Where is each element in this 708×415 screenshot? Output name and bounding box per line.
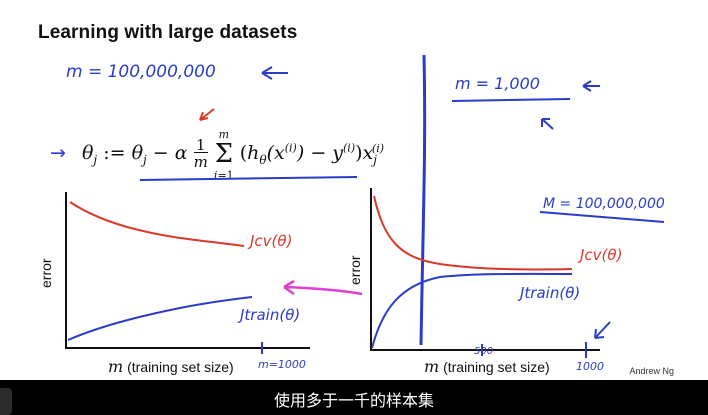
left-jtrain-label: Jtrain(θ): [240, 306, 301, 324]
right-jtrain-label: Jtrain(θ): [520, 284, 581, 302]
right-jcv-curve: [373, 195, 573, 271]
sum-pointer-arrow-icon: [199, 108, 215, 121]
subtitle-bar: [0, 380, 708, 415]
player-corner-tab[interactable]: [0, 388, 12, 415]
right-annotation-arrow-icon: [582, 80, 600, 92]
comparison-arrow-icon: [283, 279, 363, 296]
slide-title: Learning with large datasets: [38, 22, 298, 43]
left-plot-xlabel-text: (training set size): [127, 359, 234, 375]
left-plot-axes: [65, 192, 310, 349]
left-plot-xvar: m: [108, 357, 124, 376]
left-jcv-curve: [69, 201, 245, 247]
right-plot-x-mid-label: 500: [474, 346, 494, 357]
left-plot-x-end-label: m=1000: [258, 358, 306, 371]
left-jcv-label: Jcv(θ): [250, 232, 293, 250]
right-jtrain-curve: [371, 272, 573, 349]
right-plot-xlabel-text: (training set size): [443, 359, 550, 375]
equation-underline: [139, 176, 358, 181]
m1000-underline: [451, 98, 571, 102]
right-plot-x-end-label: 1000: [576, 360, 604, 373]
right-annotation-underline: [539, 211, 665, 223]
divider-line: [419, 54, 427, 346]
left-plot-xlabel: m (training set size): [108, 357, 234, 376]
right-plot-axes: [370, 188, 600, 351]
annotation-m-1000: m = 1,000: [455, 74, 540, 93]
right-plot-annotation: M = 100,000,000: [543, 196, 665, 212]
video-subtitle: 使用多于一千的样本集: [273, 391, 434, 410]
up-left-arrow-icon: [541, 118, 554, 130]
right-plot-ylabel: error: [347, 255, 363, 285]
left-jtrain-curve: [67, 296, 253, 341]
left-plot-ylabel: error: [38, 258, 54, 288]
right-plot-xvar: m: [424, 357, 440, 376]
right-plot-xlabel: m (training set size): [424, 357, 550, 376]
right-end-arrow-icon: [594, 321, 611, 339]
author-credit: Andrew Ng: [629, 366, 674, 376]
right-jcv-label: Jcv(θ): [580, 246, 623, 264]
annotation-m-100m: m = 100,000,000: [66, 62, 216, 82]
pointer-arrow-icon: →: [50, 142, 66, 164]
left-annotation-arrow-icon: [261, 66, 288, 80]
